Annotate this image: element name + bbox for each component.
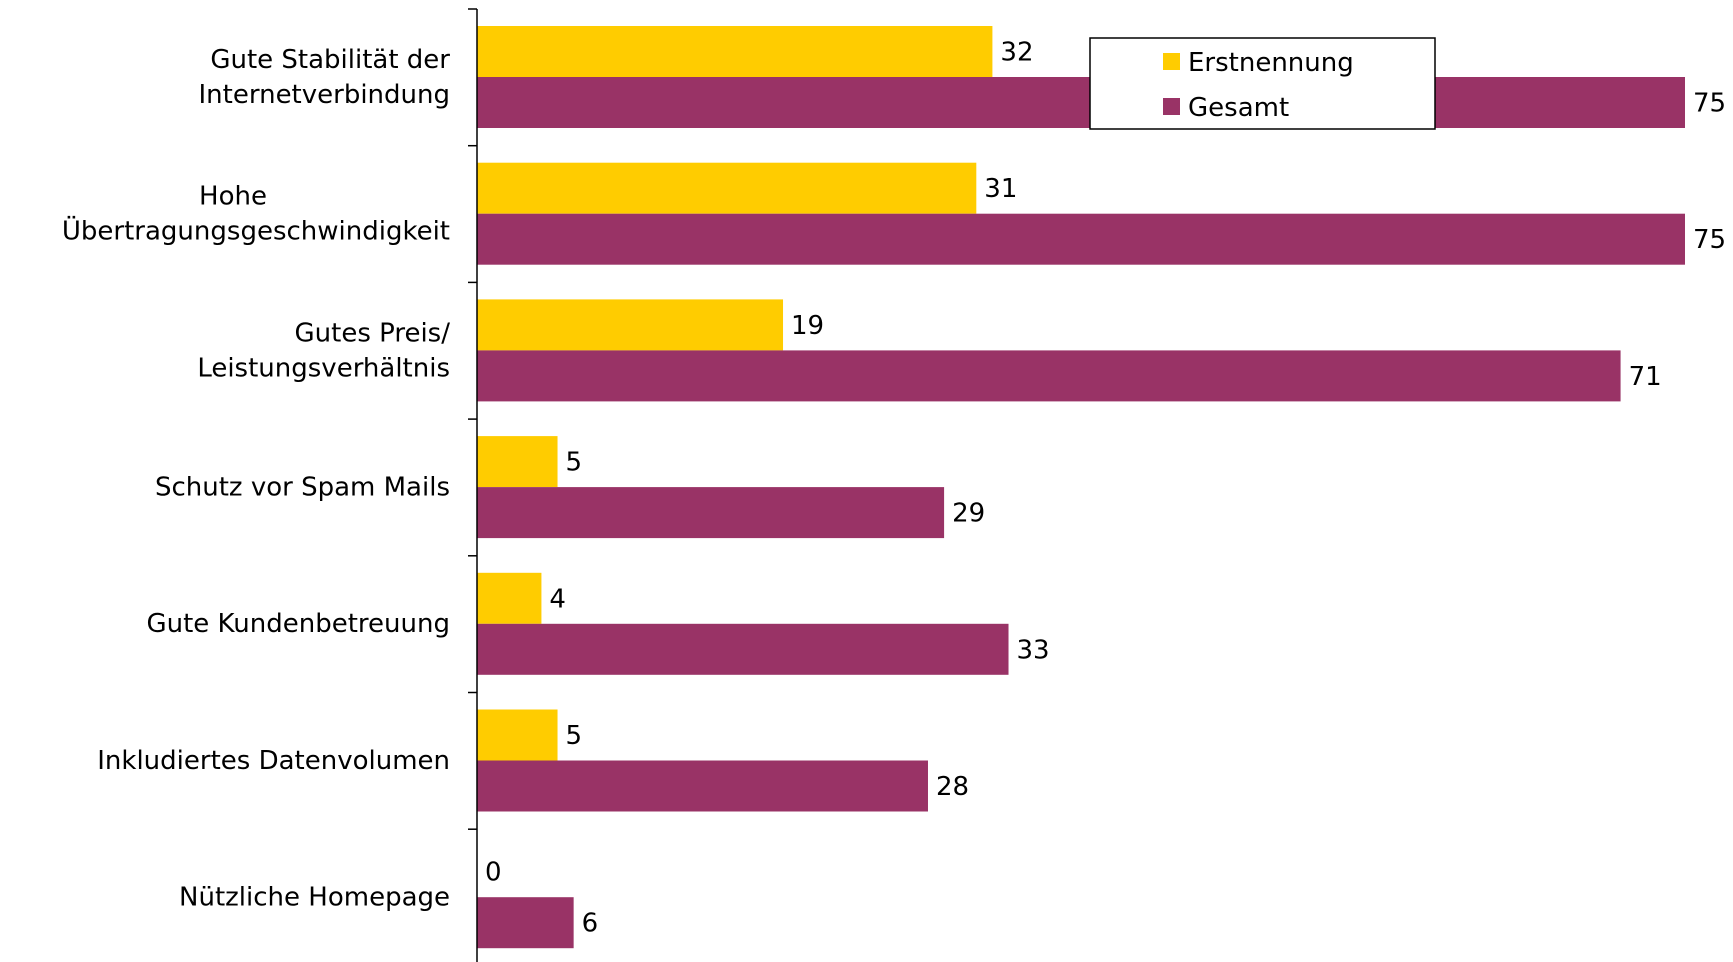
category-label: Gute Kundenbetreuung (146, 609, 450, 639)
data-label: 4 (549, 584, 566, 614)
legend-swatch (1163, 98, 1180, 115)
data-label: 75 (1693, 89, 1726, 119)
bar-erstnennung (477, 436, 558, 488)
legend-box (1089, 37, 1436, 130)
bar-gesamt (477, 760, 928, 812)
category-axis (468, 8, 478, 962)
category-label: Inkludiertes Datenvolumen (97, 746, 450, 776)
bar-erstnennung (477, 26, 993, 77)
bar-erstnennung (477, 299, 784, 351)
data-label: 19 (791, 311, 824, 341)
bar-gesamt (477, 213, 1685, 265)
data-label: 6 (582, 909, 599, 939)
category-label: Übertragungsgeschwindigkeit (62, 215, 450, 247)
category-label: Leistungsverhältnis (197, 353, 450, 383)
category-label: Nützliche Homepage (179, 883, 450, 913)
category-label: Hohe (199, 182, 267, 212)
bar-gesamt (477, 897, 574, 949)
labels-group: 32 75 Gute Stabilität der Internetverbindun… (62, 38, 1726, 939)
legend-swatch (1163, 53, 1180, 70)
bar-gesamt (477, 350, 1621, 402)
bar-gesamt (477, 623, 1009, 675)
data-label: 29 (952, 499, 985, 529)
data-label: 28 (936, 772, 969, 802)
legend-label: Gesamt (1188, 93, 1289, 123)
bar-gesamt (477, 77, 1685, 128)
bar-erstnennung (477, 709, 558, 761)
bars-group (477, 26, 1685, 949)
legend-label: Erstnennung (1188, 48, 1354, 78)
bar-erstnennung (477, 162, 977, 214)
category-label: Gutes Preis/ (295, 318, 451, 348)
legend: Erstnennung Gesamt (1089, 37, 1436, 130)
data-label: 5 (566, 448, 583, 478)
category-label: Gute Stabilität der (210, 45, 450, 75)
data-label: 75 (1693, 225, 1726, 255)
data-label: 5 (566, 721, 583, 751)
data-label: 33 (1017, 635, 1050, 665)
bar-gesamt (477, 487, 945, 539)
data-label: 31 (984, 174, 1017, 204)
data-label: 32 (1000, 38, 1033, 68)
data-label: 71 (1629, 362, 1662, 392)
category-label: Schutz vor Spam Mails (155, 472, 450, 502)
bar-erstnennung (477, 572, 542, 624)
category-label: Internetverbindung (199, 80, 450, 110)
data-label: 0 (485, 858, 502, 888)
